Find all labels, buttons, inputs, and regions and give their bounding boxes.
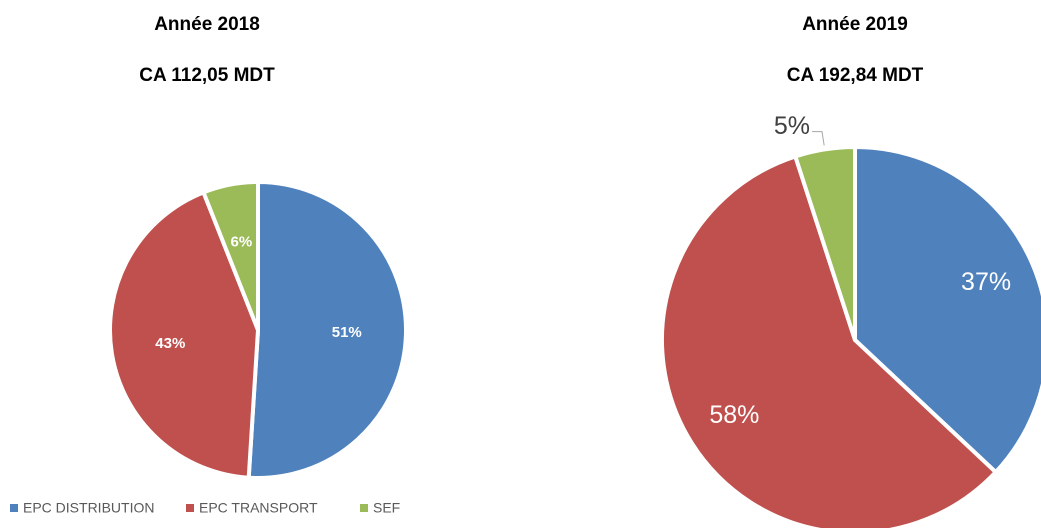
legend-swatch xyxy=(360,504,368,512)
legend-label: SEF xyxy=(373,500,400,516)
legend-swatch xyxy=(186,504,194,512)
legend-swatch xyxy=(10,504,18,512)
pie-slice xyxy=(246,180,408,480)
legend-label: EPC TRANSPORT xyxy=(199,500,318,516)
pie-slice xyxy=(108,190,260,480)
chart-subtitle: CA 112,05 MDT xyxy=(139,65,275,86)
chart-title: Année 2018 xyxy=(154,14,260,35)
pie-slice xyxy=(853,145,1041,475)
pie-slice xyxy=(201,180,260,332)
data-label: 37% xyxy=(961,268,1011,296)
data-label: 58% xyxy=(709,401,759,429)
chart-title: Année 2019 xyxy=(802,14,908,35)
legend: EPC DISTRIBUTION EPC TRANSPORT SEF xyxy=(10,500,400,516)
chart-subtitle: CA 192,84 MDT xyxy=(787,65,924,86)
pie-slice xyxy=(793,145,857,342)
legend-label: EPC DISTRIBUTION xyxy=(23,500,154,516)
data-label: 6% xyxy=(231,234,253,251)
leader-line xyxy=(811,131,825,146)
data-label: 5% xyxy=(774,112,810,140)
data-label: 43% xyxy=(155,335,185,352)
data-label: 51% xyxy=(332,324,362,341)
pie-slice xyxy=(660,154,998,528)
